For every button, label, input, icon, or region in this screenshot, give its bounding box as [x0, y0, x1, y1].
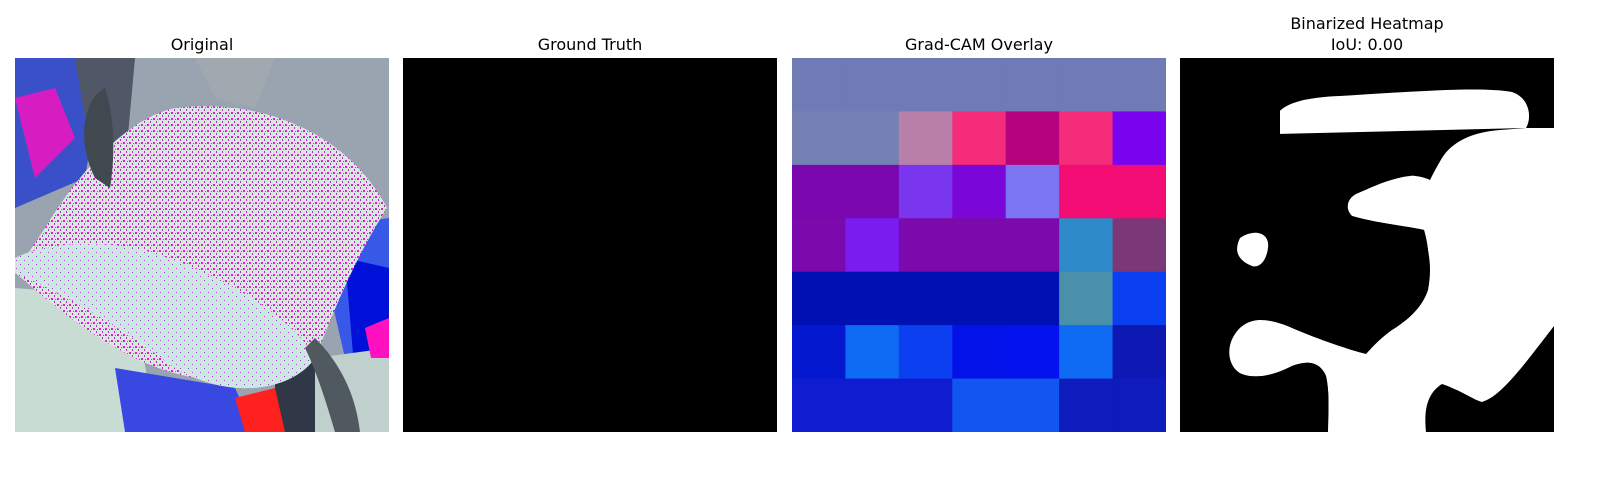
- heatmap-cell: [898, 111, 953, 166]
- heatmap-cell: [952, 58, 1007, 112]
- heatmap-cell: [1112, 58, 1166, 112]
- panel-original: Original: [15, 0, 389, 500]
- heatmap-cell: [898, 58, 953, 112]
- heatmap-cell: [1005, 58, 1060, 112]
- heatmap-cell: [845, 325, 900, 380]
- leaf-photo-icon: [15, 58, 389, 432]
- heatmap-cell: [1112, 164, 1166, 219]
- heatmap-cell: [1005, 111, 1060, 166]
- heatmap-cell: [792, 58, 846, 112]
- heatmap-cell: [952, 378, 1007, 432]
- heatmap-grid-icon: [792, 58, 1166, 432]
- heatmap-cell: [1059, 111, 1114, 166]
- heatmap-cell: [845, 271, 900, 326]
- binary-mask-icon: [1180, 58, 1554, 432]
- panel-gradcam-overlay: Grad-CAM Overlay: [792, 0, 1166, 500]
- heatmap-cell: [952, 218, 1007, 273]
- heatmap-cell: [1005, 378, 1060, 432]
- heatmap-cell: [898, 271, 953, 326]
- heatmap-cell: [952, 271, 1007, 326]
- panel-title: Grad-CAM Overlay: [905, 35, 1053, 54]
- empty-mask-icon: [403, 58, 777, 432]
- heatmap-cell: [845, 378, 900, 432]
- heatmap-cell: [1059, 271, 1114, 326]
- iou-label: IoU: 0.00: [1330, 35, 1404, 54]
- heatmap-cell: [1005, 164, 1060, 219]
- heatmap-cell: [1112, 378, 1166, 432]
- heatmap-cell: [1112, 218, 1166, 273]
- heatmap-cell: [845, 111, 900, 166]
- heatmap-cell: [1059, 325, 1114, 380]
- heatmap-cell: [792, 111, 846, 166]
- heatmap-cell: [792, 218, 846, 273]
- panel-title: Ground Truth: [537, 35, 643, 54]
- panel-ground-truth: Ground Truth: [403, 0, 777, 500]
- heatmap-cell: [792, 378, 846, 432]
- heatmap-cell: [952, 325, 1007, 380]
- heatmap-cell: [845, 58, 900, 112]
- heatmap-cell: [1112, 111, 1166, 166]
- heatmap-cell: [1059, 164, 1114, 219]
- panel-title: Original: [170, 35, 234, 54]
- heatmap-cell: [898, 378, 953, 432]
- heatmap-cell: [952, 164, 1007, 219]
- heatmap-cell: [1112, 325, 1166, 380]
- heatmap-cell: [898, 325, 953, 380]
- heatmap-cell: [898, 164, 953, 219]
- heatmap-cell: [792, 164, 846, 219]
- panel-title: Binarized Heatmap: [1290, 14, 1444, 33]
- heatmap-cell: [952, 111, 1007, 166]
- heatmap-cell: [792, 271, 846, 326]
- heatmap-cell: [1005, 325, 1060, 380]
- heatmap-cell: [1112, 271, 1166, 326]
- heatmap-cell: [1059, 218, 1114, 273]
- heatmap-cell: [1059, 58, 1114, 112]
- heatmap-cell: [792, 325, 846, 380]
- heatmap-cell: [1005, 271, 1060, 326]
- heatmap-cell: [845, 218, 900, 273]
- heatmap-cell: [898, 218, 953, 273]
- panel-binarized-heatmap: Binarized Heatmap IoU: 0.00: [1180, 0, 1554, 500]
- heatmap-cell: [1005, 218, 1060, 273]
- heatmap-cell: [845, 164, 900, 219]
- heatmap-cell: [1059, 378, 1114, 432]
